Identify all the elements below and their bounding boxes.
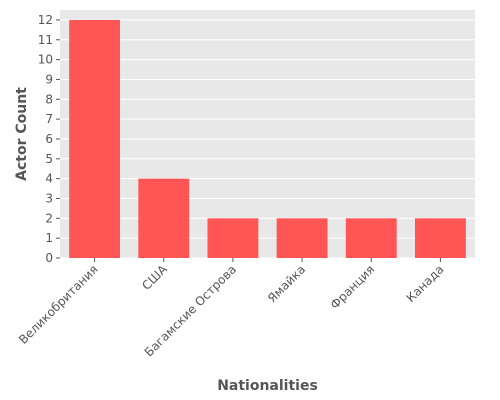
x-axis-title: Nationalities — [217, 378, 318, 394]
y-tick-label-1: 1 — [45, 231, 53, 245]
x-tick-label-3: Ямайка — [265, 262, 308, 305]
x-tick-label-1: США — [139, 262, 170, 293]
bars — [69, 19, 466, 259]
bar-0 — [69, 19, 121, 259]
plot-background — [60, 10, 475, 258]
y-tick-label-12: 12 — [38, 13, 53, 27]
bar-3 — [276, 218, 328, 258]
y-tick-label-7: 7 — [45, 112, 53, 126]
x-tick-label-0: Великобритания — [16, 262, 101, 347]
y-tick-label-9: 9 — [45, 72, 53, 86]
y-tick-label-3: 3 — [45, 191, 53, 205]
y-tick-label-8: 8 — [45, 92, 53, 106]
y-tick-label-10: 10 — [38, 53, 53, 67]
gridlines — [60, 19, 475, 259]
y-tick-label-6: 6 — [45, 132, 53, 146]
x-tick-label-4: Франция — [328, 262, 378, 312]
y-tick-label-0: 0 — [45, 251, 53, 265]
y-tick-label-11: 11 — [38, 33, 53, 47]
y-tick-label-2: 2 — [45, 211, 53, 225]
y-axis-title: Actor Count — [14, 87, 30, 181]
x-tick-label-5: Канада — [404, 262, 447, 305]
bar-1 — [138, 178, 190, 258]
y-tick-label-4: 4 — [45, 172, 53, 186]
y-tick-label-5: 5 — [45, 152, 53, 166]
bar-4 — [345, 218, 397, 258]
bar-5 — [414, 218, 466, 258]
bar-2 — [207, 218, 259, 258]
